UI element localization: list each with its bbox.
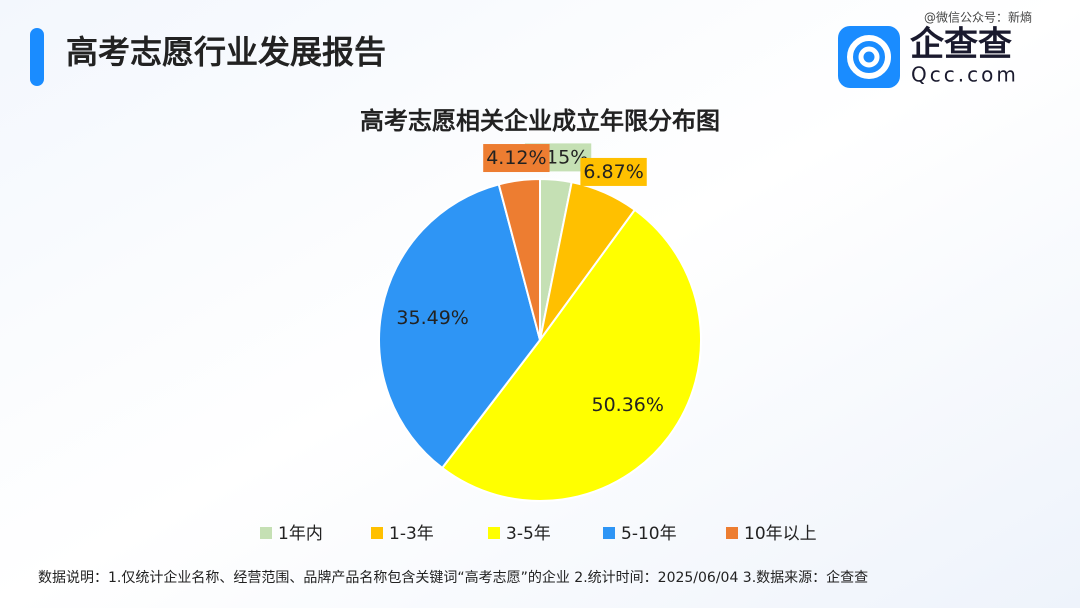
legend-label: 1-3年: [389, 524, 434, 544]
logo-name: 企查查: [910, 25, 1012, 65]
header-bar: [30, 28, 44, 86]
legend-swatch: [260, 527, 272, 539]
data-label: 4.12%: [486, 147, 546, 169]
legend: 1年内 1-3年 3-5年 5-10年 10年以上: [260, 524, 817, 544]
legend-label: 10年以上: [744, 524, 817, 544]
logo-domain: Qcc.com: [911, 63, 1019, 87]
footnote: 数据说明：1.仅统计企业名称、经营范围、品牌产品名称包含关键词“高考志愿”的企业…: [38, 569, 868, 586]
legend-swatch: [726, 527, 738, 539]
legend-label: 5-10年: [621, 524, 677, 544]
logo-ring-inner: [858, 46, 880, 68]
chart-title: 高考志愿相关企业成立年限分布图: [360, 107, 720, 135]
label-box: [483, 144, 550, 173]
legend-label: 1年内: [278, 524, 323, 544]
label-box: [580, 157, 647, 186]
header-title: 高考志愿行业发展报告: [66, 33, 386, 71]
legend-label: 3-5年: [506, 524, 551, 544]
legend-swatch: [603, 527, 615, 539]
data-label: 50.36%: [592, 394, 664, 416]
pie: 3.15%6.87%50.36%35.49%4.12%: [377, 143, 702, 502]
logo-ring: [847, 35, 891, 79]
pie-slice: [497, 177, 541, 341]
pie-slice: [377, 183, 542, 470]
logo: 企查查 Qcc.com: [838, 25, 1019, 88]
legend-swatch: [371, 527, 383, 539]
data-label: 6.87%: [583, 161, 643, 183]
watermark: @微信公众号：新熵: [924, 10, 1032, 25]
pie-slice: [440, 208, 702, 502]
legend-swatch: [488, 527, 500, 539]
data-label: 35.49%: [396, 307, 468, 329]
